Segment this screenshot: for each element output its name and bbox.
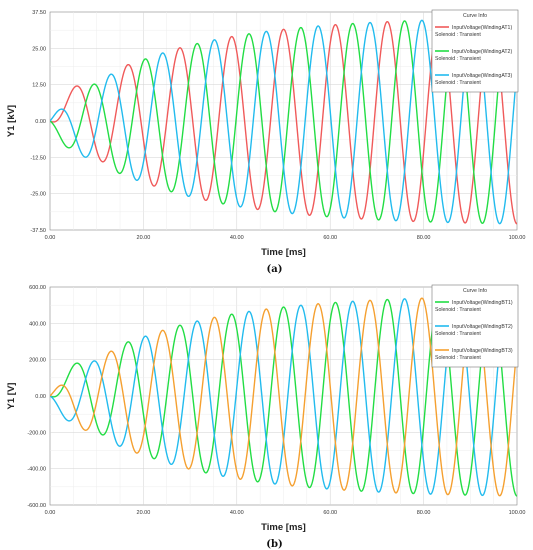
legend-entry-name: InputVoltage(WindingBT2) bbox=[452, 324, 513, 330]
legend-entry-name: InputVoltage(WindingAT3) bbox=[452, 73, 512, 79]
chart-a: 0.00 20.00 40.00 60.00 80.00 100.00 37.50 25.00… bbox=[6, 9, 526, 275]
x-tick-label: 40.00 bbox=[230, 235, 244, 241]
y-tick-label: 37.50 bbox=[32, 10, 46, 16]
y-tick-label: -200.00 bbox=[27, 430, 46, 436]
legend-entry-source: Solenoid : Transient bbox=[435, 80, 481, 86]
panel-label: (a) bbox=[267, 264, 283, 275]
legend-entry-source: Solenoid : Transient bbox=[435, 32, 481, 38]
y-tick-label: 0.00 bbox=[35, 394, 46, 400]
legend: Curve InfoInputVoltage(WindingBT1)Soleno… bbox=[431, 284, 519, 368]
x-tick-label: 60.00 bbox=[323, 235, 337, 241]
y-tick-label: 200.00 bbox=[29, 358, 46, 364]
y-tick-label: -37.50 bbox=[30, 228, 46, 234]
legend-entry-name: InputVoltage(WindingAT1) bbox=[452, 25, 512, 31]
x-tick-label: 20.00 bbox=[137, 235, 151, 241]
x-tick-label: 0.00 bbox=[45, 235, 56, 241]
y-tick-label: 25.00 bbox=[32, 46, 46, 52]
y-axis-label: Y1 [V] bbox=[6, 383, 17, 410]
y-tick-label: 400.00 bbox=[29, 321, 46, 327]
series-line-3 bbox=[50, 18, 517, 225]
x-tick-label: 20.00 bbox=[137, 510, 151, 516]
x-axis-label: Time [ms] bbox=[261, 522, 306, 533]
y-tick-label: -400.00 bbox=[27, 467, 46, 473]
legend-entry-source: Solenoid : Transient bbox=[435, 331, 481, 337]
legend-title: Curve Info bbox=[463, 13, 487, 19]
legend-entry-source: Solenoid : Transient bbox=[435, 355, 481, 361]
legend: Curve InfoInputVoltage(WindingAT1)Soleno… bbox=[431, 9, 519, 93]
x-tick-label: 80.00 bbox=[417, 510, 431, 516]
legend-entry-name: InputVoltage(WindingAT2) bbox=[452, 49, 512, 55]
y-tick-label: -12.50 bbox=[30, 155, 46, 161]
legend-entry-name: InputVoltage(WindingBT1) bbox=[452, 300, 513, 306]
x-axis-label: Time [ms] bbox=[261, 247, 306, 258]
x-tick-label: 0.00 bbox=[45, 510, 56, 516]
x-tick-label: 60.00 bbox=[323, 510, 337, 516]
x-tick-label: 100.00 bbox=[509, 235, 526, 241]
y-tick-label: 0.00 bbox=[35, 119, 46, 125]
legend-entry-source: Solenoid : Transient bbox=[435, 307, 481, 313]
chart-b: 0.00 20.00 40.00 60.00 80.00 100.00 600.00 400.… bbox=[6, 284, 526, 550]
series-line-3 bbox=[50, 296, 517, 497]
legend-entry-source: Solenoid : Transient bbox=[435, 56, 481, 62]
x-tick-label: 100.00 bbox=[509, 510, 526, 516]
y-axis-label: Y1 [kV] bbox=[6, 105, 17, 137]
x-tick-label: 40.00 bbox=[230, 510, 244, 516]
legend-entry-name: InputVoltage(WindingBT3) bbox=[452, 348, 513, 354]
y-tick-label: -25.00 bbox=[30, 192, 46, 198]
legend-title: Curve Info bbox=[463, 288, 487, 294]
y-tick-label: 12.50 bbox=[32, 83, 46, 89]
x-tick-label: 80.00 bbox=[417, 235, 431, 241]
y-tick-label: -600.00 bbox=[27, 503, 46, 509]
y-tick-label: 600.00 bbox=[29, 285, 46, 291]
panel-label: (b) bbox=[266, 539, 282, 550]
